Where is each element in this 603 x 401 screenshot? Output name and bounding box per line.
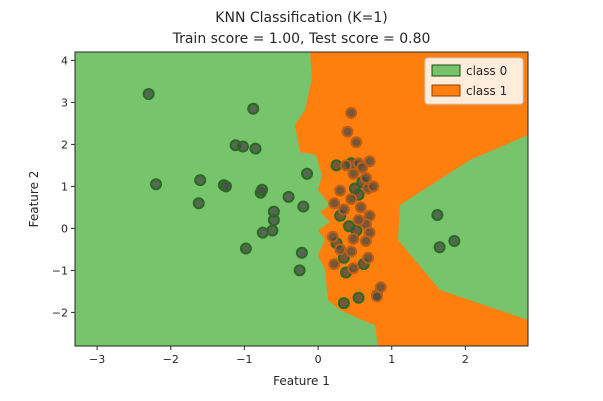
point-class-0 <box>256 226 269 239</box>
point-class-0 <box>150 178 163 191</box>
x-axis-label: Feature 1 <box>273 374 330 388</box>
point-class-0 <box>295 246 308 259</box>
point-class-1 <box>363 155 376 168</box>
point-class-1 <box>340 159 353 172</box>
point-class-0 <box>433 241 446 254</box>
point-class-1 <box>359 172 372 184</box>
chart-subtitle: Train score = 1.00, Test score = 0.80 <box>172 31 431 47</box>
point-class-1 <box>345 106 358 119</box>
point-class-1 <box>352 214 365 226</box>
point-class-1 <box>356 161 369 174</box>
x-tick-label: 0 <box>315 353 322 366</box>
x-tick-label: −1 <box>236 353 252 366</box>
chart-title: KNN Classification (K=1) <box>215 10 387 26</box>
plot-frame <box>74 51 529 347</box>
point-class-1 <box>350 136 363 149</box>
y-tick-label: 1 <box>61 180 68 193</box>
points-layer <box>142 88 461 310</box>
x-tick-label: −2 <box>163 353 179 366</box>
point-class-0 <box>247 102 260 115</box>
point-class-1 <box>334 243 347 256</box>
point-class-0 <box>448 235 461 247</box>
legend-swatch-class-1 <box>431 84 461 97</box>
x-tick-label: −3 <box>89 353 105 366</box>
y-tick-label: 2 <box>61 138 68 151</box>
point-class-0 <box>337 297 350 310</box>
y-axis: −2 −1 0 1 2 3 4 <box>52 54 75 319</box>
y-axis-label: Feature 2 <box>27 171 41 228</box>
x-tick-label: 2 <box>462 353 469 366</box>
point-class-0 <box>256 183 269 196</box>
point-class-1 <box>354 201 367 214</box>
point-class-0 <box>431 208 444 221</box>
point-class-0 <box>293 264 306 277</box>
point-class-1 <box>359 235 372 247</box>
point-class-1 <box>347 232 360 245</box>
x-axis: −3 −2 −1 0 1 2 <box>89 346 469 366</box>
legend: class 0 class 1 <box>424 57 524 105</box>
point-class-0 <box>194 174 207 187</box>
point-class-0 <box>267 214 280 226</box>
point-class-1 <box>371 290 383 303</box>
point-class-0 <box>239 242 252 255</box>
legend-label-class-1: class 1 <box>466 84 507 98</box>
point-class-0 <box>297 200 310 213</box>
point-class-0 <box>330 159 343 172</box>
point-class-1 <box>328 197 341 210</box>
point-class-1 <box>337 203 350 216</box>
point-class-1 <box>345 193 358 205</box>
point-class-1 <box>347 262 360 275</box>
point-class-0 <box>192 197 205 210</box>
legend-swatch-class-0 <box>431 64 461 77</box>
point-class-1 <box>341 125 354 138</box>
point-class-0 <box>142 88 155 100</box>
point-class-0 <box>220 180 232 193</box>
point-class-0 <box>301 167 314 180</box>
y-tick-label: −1 <box>52 264 68 277</box>
y-tick-label: 4 <box>61 54 68 67</box>
point-class-1 <box>362 251 375 264</box>
point-class-0 <box>352 291 365 304</box>
point-class-0 <box>249 142 262 155</box>
point-class-1 <box>367 180 380 193</box>
y-tick-label: −2 <box>52 306 68 319</box>
point-class-1 <box>326 230 339 243</box>
point-class-0 <box>236 140 249 153</box>
point-class-1 <box>334 184 347 197</box>
point-class-1 <box>345 245 358 258</box>
x-tick-label: 1 <box>388 353 395 366</box>
y-tick-label: 3 <box>61 96 68 109</box>
y-tick-label: 0 <box>61 222 68 235</box>
point-class-1 <box>347 167 360 180</box>
point-class-1 <box>328 258 341 271</box>
point-class-0 <box>266 224 279 237</box>
legend-label-class-0: class 0 <box>466 64 507 78</box>
point-class-0 <box>282 190 295 203</box>
